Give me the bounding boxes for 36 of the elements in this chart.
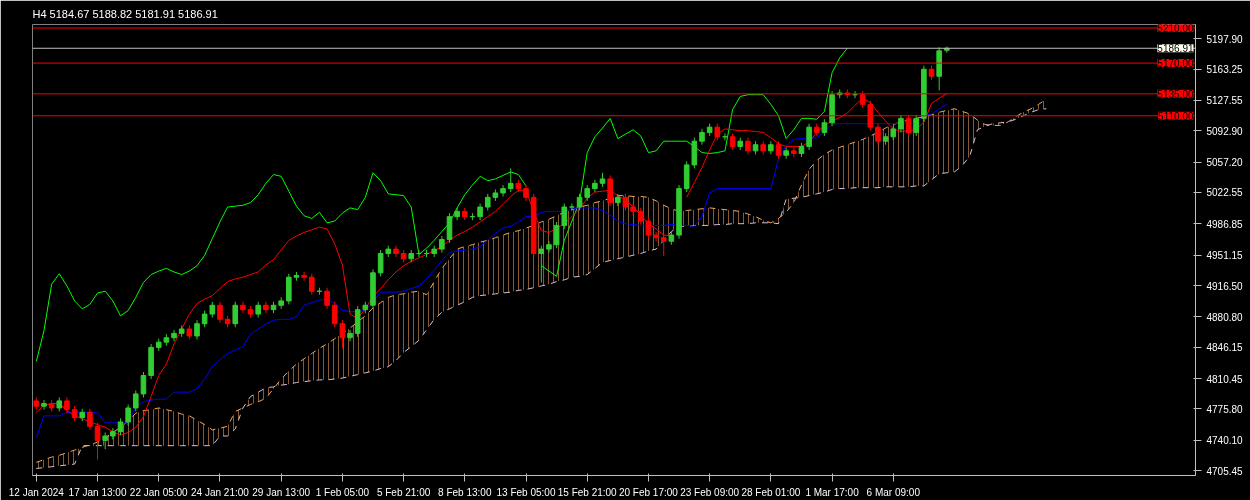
x-tick-label: 23 Feb 09:00 — [680, 486, 740, 498]
ref-line-label: 5170.00 — [1157, 58, 1194, 70]
y-tick-label: 4810.45 — [1206, 373, 1244, 385]
x-tick-label: 1 Mar 17:00 — [805, 486, 860, 498]
x-tick-label: 28 Feb 01:00 — [741, 486, 801, 498]
y-tick-label: 4880.80 — [1206, 311, 1244, 323]
x-tick-label: 22 Jan 05:00 — [129, 486, 189, 498]
x-tick-label: 5 Feb 21:00 — [376, 486, 431, 498]
chart-title: H4 5184.67 5188.82 5181.91 5186.91 — [32, 7, 218, 20]
y-tick-label: 4740.10 — [1206, 435, 1244, 447]
x-tick-label: 20 Feb 17:00 — [618, 486, 679, 498]
x-tick-label: 1 Feb 05:00 — [315, 486, 370, 498]
y-tick-label: 4986.85 — [1206, 218, 1244, 230]
ref-line-label: 5210.00 — [1157, 23, 1194, 35]
x-tick-label: 15 Feb 21:00 — [557, 486, 618, 498]
y-tick-label: 4775.80 — [1206, 403, 1244, 415]
y-tick-label: 4916.50 — [1206, 280, 1244, 292]
y-tick-label: 5163.25 — [1206, 64, 1244, 76]
ref-line-label: 5110.00 — [1158, 110, 1194, 122]
ref-line-label: 5135.00 — [1157, 88, 1194, 100]
x-tick-label: 12 Jan 2024 — [8, 486, 65, 498]
y-tick-label: 5127.55 — [1206, 95, 1244, 107]
y-tick-label: 4846.15 — [1206, 342, 1244, 354]
y-tick-label: 5022.55 — [1206, 187, 1244, 199]
x-tick-label: 6 Mar 09:00 — [866, 486, 921, 498]
y-tick-label: 4705.45 — [1206, 465, 1244, 477]
x-tick-label: 29 Jan 13:00 — [252, 486, 311, 498]
y-tick-label: 5197.90 — [1206, 33, 1244, 45]
y-tick-label: 5057.20 — [1206, 157, 1244, 169]
x-tick-label: 17 Jan 13:00 — [68, 486, 127, 498]
x-tick-label: 13 Feb 05:00 — [496, 486, 556, 498]
y-tick-label: 5092.90 — [1206, 125, 1244, 137]
x-tick-label: 8 Feb 13:00 — [438, 486, 492, 498]
x-tick-label: 24 Jan 21:00 — [191, 486, 250, 498]
y-tick-label: 4951.15 — [1206, 250, 1244, 262]
ref-line-label: 5186.91 — [1157, 43, 1194, 55]
